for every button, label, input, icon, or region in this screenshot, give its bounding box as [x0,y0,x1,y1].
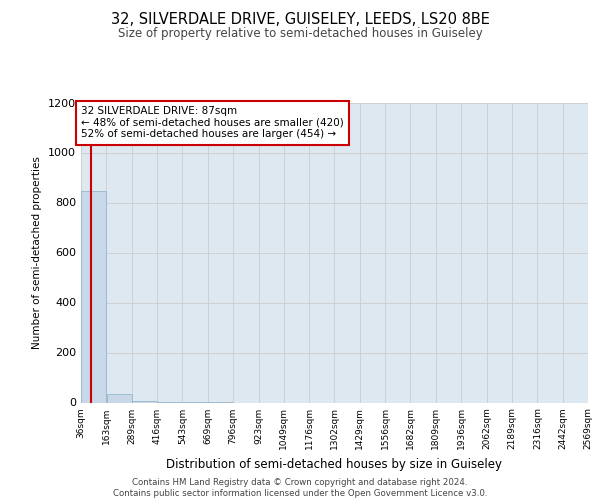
Bar [132,401,157,402]
Text: 32 SILVERDALE DRIVE: 87sqm
← 48% of semi-detached houses are smaller (420)
52% o: 32 SILVERDALE DRIVE: 87sqm ← 48% of semi… [82,106,344,140]
Text: Size of property relative to semi-detached houses in Guiseley: Size of property relative to semi-detach… [118,28,482,40]
X-axis label: Distribution of semi-detached houses by size in Guiseley: Distribution of semi-detached houses by … [167,458,503,471]
Bar [107,394,131,402]
Bar [81,190,106,402]
Y-axis label: Number of semi-detached properties: Number of semi-detached properties [32,156,43,349]
Text: Contains HM Land Registry data © Crown copyright and database right 2024.
Contai: Contains HM Land Registry data © Crown c… [113,478,487,498]
Text: 32, SILVERDALE DRIVE, GUISELEY, LEEDS, LS20 8BE: 32, SILVERDALE DRIVE, GUISELEY, LEEDS, L… [110,12,490,28]
